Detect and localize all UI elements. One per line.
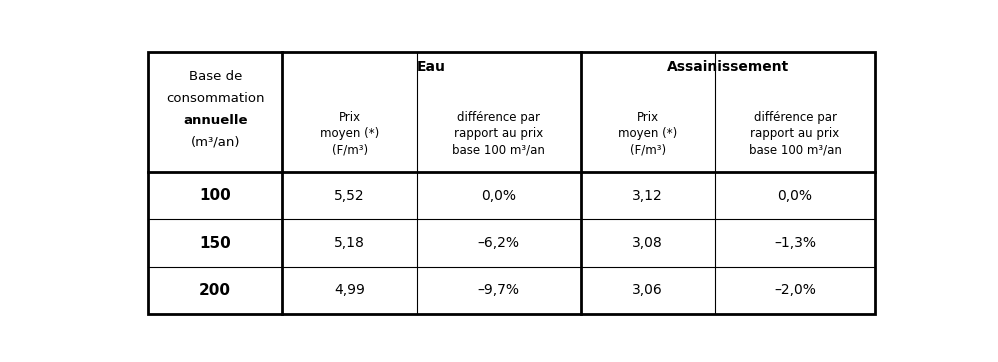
Text: Prix
moyen (*)
(F/m³): Prix moyen (*) (F/m³): [320, 111, 379, 157]
Text: différence par
rapport au prix
base 100 m³/an: différence par rapport au prix base 100 …: [452, 111, 545, 157]
Text: 5,18: 5,18: [334, 236, 365, 250]
Text: 0,0%: 0,0%: [481, 189, 516, 203]
Text: 3,08: 3,08: [633, 236, 663, 250]
Text: 150: 150: [200, 236, 232, 251]
Text: Prix
moyen (*)
(F/m³): Prix moyen (*) (F/m³): [618, 111, 678, 157]
Text: (m³/an): (m³/an): [191, 136, 240, 149]
Text: annuelle: annuelle: [183, 114, 248, 127]
Text: 5,52: 5,52: [334, 189, 365, 203]
Text: 100: 100: [200, 188, 232, 203]
Text: Assainissement: Assainissement: [667, 60, 788, 75]
Text: 3,12: 3,12: [633, 189, 663, 203]
Text: 3,06: 3,06: [633, 283, 663, 297]
Text: –2,0%: –2,0%: [774, 283, 816, 297]
Text: –1,3%: –1,3%: [774, 236, 816, 250]
Text: –9,7%: –9,7%: [478, 283, 520, 297]
Text: consommation: consommation: [166, 92, 264, 105]
Text: différence par
rapport au prix
base 100 m³/an: différence par rapport au prix base 100 …: [748, 111, 841, 157]
Text: Eau: Eau: [417, 60, 446, 75]
Text: 0,0%: 0,0%: [777, 189, 812, 203]
Text: –6,2%: –6,2%: [478, 236, 520, 250]
Text: 4,99: 4,99: [334, 283, 365, 297]
Text: 200: 200: [200, 283, 232, 298]
Text: Base de: Base de: [189, 70, 242, 83]
